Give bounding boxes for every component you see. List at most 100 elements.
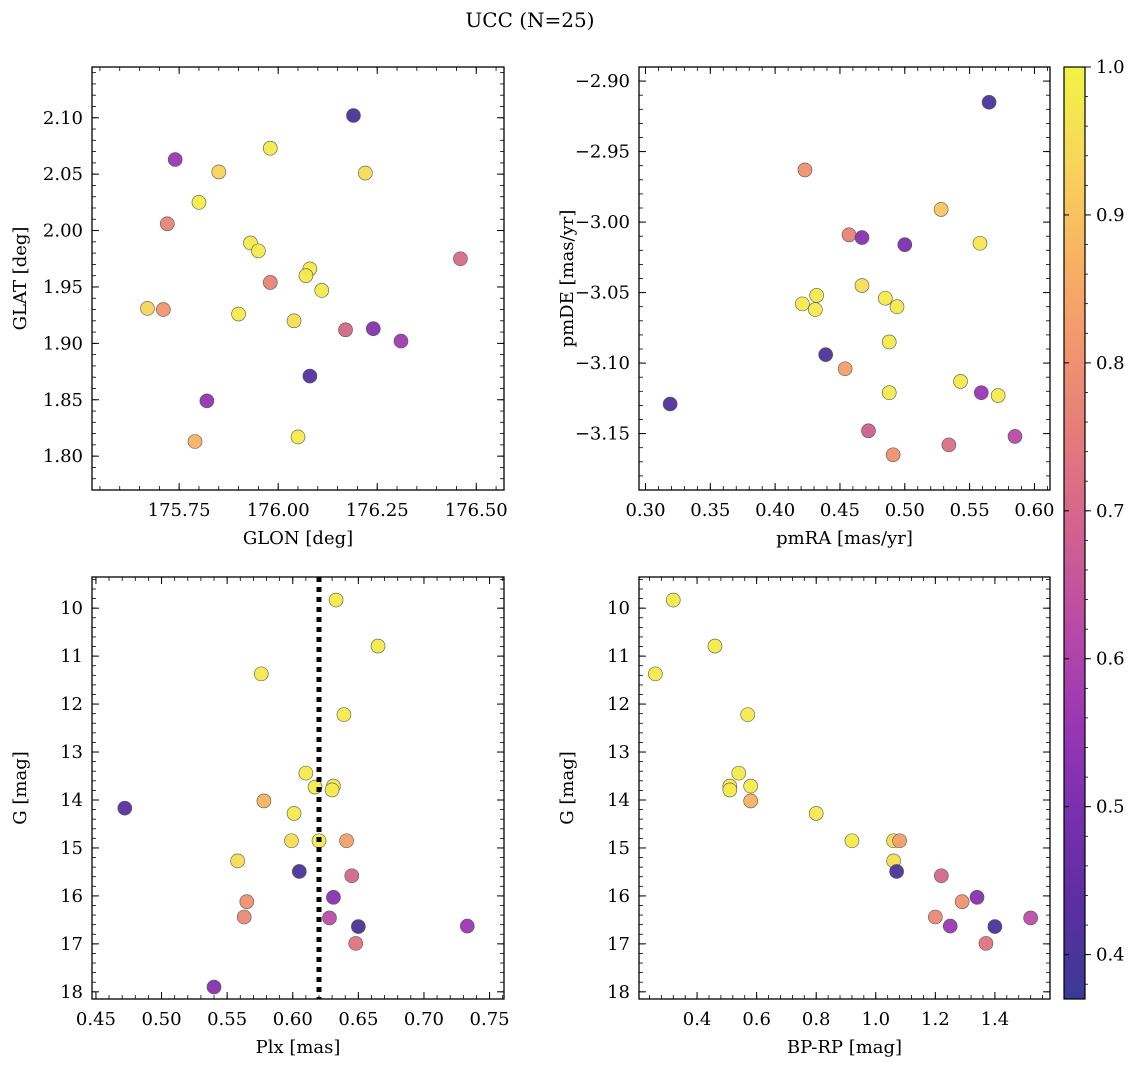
axis-ticks xyxy=(639,66,1050,491)
y-tick-label: 16 xyxy=(607,886,630,907)
data-point xyxy=(298,268,314,283)
x-tick-label: 0.50 xyxy=(142,1009,182,1030)
data-point xyxy=(818,347,834,362)
y-tick-label: −3.10 xyxy=(575,353,630,374)
panel-galactic-coordinates: 175.75 176.00 176.25 176.50 1.80 1.85 1.90 1.95… xyxy=(10,66,508,549)
data-point xyxy=(298,765,314,781)
data-point xyxy=(230,853,245,869)
axes-frame xyxy=(91,66,505,491)
data-point xyxy=(262,275,278,290)
figure-title: UCC (N=25) xyxy=(465,8,594,32)
y-tick-label: −2.95 xyxy=(575,142,630,163)
data-point xyxy=(942,918,958,934)
colorbar-tick-label: 0.9 xyxy=(1096,205,1125,226)
data-point xyxy=(648,666,663,682)
data-point xyxy=(251,243,266,259)
y-tick-label: 15 xyxy=(60,838,83,859)
y-tick-label: 15 xyxy=(607,838,630,859)
data-point xyxy=(286,806,302,821)
y-axis-label: G [mag] xyxy=(557,751,578,824)
y-tick-label: −2.90 xyxy=(575,71,630,92)
panel-proper-motions: 0.30 0.35 0.40 0.45 0.50 0.55 0.60 −3.15 −3.10 −3… xyxy=(557,66,1054,549)
data-point xyxy=(370,638,386,654)
data-point xyxy=(346,108,361,123)
colorbar-ticks: 0.4 0.5 0.6 0.7 0.8 0.9 1.0 xyxy=(1064,57,1125,985)
y-tick-label: 13 xyxy=(607,742,630,763)
data-point xyxy=(187,434,203,449)
data-point xyxy=(897,237,913,252)
x-tick-label: 0.65 xyxy=(338,1009,378,1030)
data-point xyxy=(253,666,269,682)
data-point xyxy=(990,388,1006,403)
data-point xyxy=(662,396,678,412)
x-tick-label: 176.25 xyxy=(346,500,409,521)
x-tick-label: 176.50 xyxy=(445,500,508,521)
data-point xyxy=(797,162,813,178)
x-axis-label: pmRA [mas/yr] xyxy=(776,528,913,549)
data-point xyxy=(841,227,857,243)
x-tick-label: 1.2 xyxy=(921,1009,950,1030)
x-tick-label: 0.8 xyxy=(802,1009,831,1030)
y-tick-label: −3.05 xyxy=(575,283,630,304)
data-point xyxy=(365,321,381,336)
data-point xyxy=(324,782,340,798)
colorbar-tick-label: 0.5 xyxy=(1096,797,1125,818)
data-point xyxy=(707,638,723,654)
data-point xyxy=(167,152,183,167)
axes-frame xyxy=(91,576,505,1000)
data-point xyxy=(336,707,352,722)
y-tick-label: 14 xyxy=(607,790,630,811)
data-point xyxy=(722,782,738,798)
x-tick-label: 1.4 xyxy=(981,1009,1010,1030)
x-tick-label: 0.35 xyxy=(690,500,730,521)
data-point xyxy=(459,918,475,934)
y-tick-label: 1.85 xyxy=(43,390,83,411)
axes-frame xyxy=(638,66,1051,491)
data-point xyxy=(987,919,1003,934)
data-point xyxy=(837,361,853,377)
data-point xyxy=(286,313,302,329)
colorbar-tick-label: 0.8 xyxy=(1096,353,1125,374)
data-point xyxy=(231,306,246,322)
axis-ticks xyxy=(639,577,1050,999)
x-tick-label: 0.45 xyxy=(820,500,860,521)
data-point xyxy=(809,288,824,303)
x-tick-label: 0.45 xyxy=(76,1009,116,1030)
x-tick-label: 0.60 xyxy=(273,1009,313,1030)
x-tick-label: 0.55 xyxy=(207,1009,247,1030)
data-point xyxy=(928,909,943,925)
x-tick-label: 176.00 xyxy=(247,500,310,521)
y-tick-label: 18 xyxy=(607,982,630,1003)
x-tick-label: 0.6 xyxy=(742,1009,771,1030)
y-axis-label: G [mag] xyxy=(10,751,31,824)
y-tick-label: 2.00 xyxy=(43,221,83,242)
data-point xyxy=(665,592,681,608)
data-point xyxy=(1023,910,1038,926)
data-point xyxy=(322,910,337,926)
panel-color-magnitude: 0.4 0.6 0.8 1.0 1.2 1.4 10 11 12 13 14 15 16 17 18 BP-R… xyxy=(557,576,1051,1058)
x-tick-label: 175.75 xyxy=(148,500,211,521)
axis-ticks xyxy=(92,67,504,491)
x-tick-label: 0.75 xyxy=(470,1009,510,1030)
data-point xyxy=(889,864,904,879)
data-point xyxy=(358,165,373,181)
colorbar: 0.4 0.5 0.6 0.7 0.8 0.9 1.0 xyxy=(1063,57,1125,1000)
y-tick-label: −3.15 xyxy=(575,424,630,445)
data-point xyxy=(351,919,366,934)
data-point xyxy=(292,864,307,879)
data-point xyxy=(854,230,870,245)
data-point xyxy=(881,385,897,401)
data-point xyxy=(953,374,968,389)
colorbar-tick-label: 0.7 xyxy=(1096,501,1125,522)
x-tick-label: 0.60 xyxy=(1014,500,1054,521)
data-point xyxy=(933,202,949,217)
data-point xyxy=(191,195,207,210)
data-point xyxy=(239,894,255,909)
y-tick-label: 18 xyxy=(60,982,83,1003)
x-axis-label: GLON [deg] xyxy=(243,528,353,549)
y-tick-label: 2.10 xyxy=(43,108,83,129)
data-point xyxy=(314,283,330,298)
panel-parallax-magnitude: 0.45 0.50 0.55 0.60 0.65 0.70 0.75 10 11 12 13 14 15… xyxy=(10,576,510,1058)
y-tick-label: 17 xyxy=(60,934,83,955)
y-tick-label: 13 xyxy=(60,742,83,763)
